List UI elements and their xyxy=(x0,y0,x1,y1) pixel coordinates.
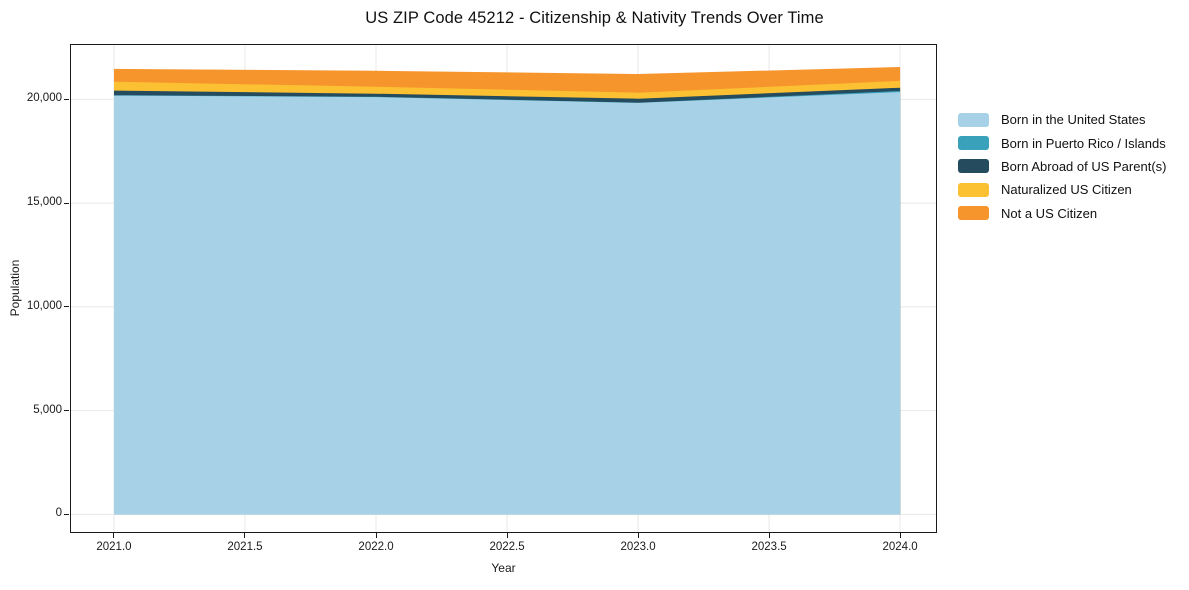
x-tick-label: 2024.0 xyxy=(882,541,918,553)
y-tick-label: 0 xyxy=(55,507,62,520)
legend-swatch-icon xyxy=(958,206,989,221)
y-tick-label: 20,000 xyxy=(26,92,62,105)
legend-label: Naturalized US Citizen xyxy=(1001,182,1132,198)
x-tick-mark xyxy=(768,533,770,538)
y-tick-mark xyxy=(64,513,69,515)
y-tick-label: 5,000 xyxy=(33,403,62,416)
y-tick-label: 15,000 xyxy=(26,196,62,209)
legend-swatch-icon xyxy=(958,159,989,174)
x-tick-mark xyxy=(113,533,115,538)
y-tick-label: 10,000 xyxy=(26,299,62,312)
x-axis-label: Year xyxy=(491,561,516,575)
area-series xyxy=(114,92,901,515)
y-axis-label: Population xyxy=(8,259,22,317)
x-tick-mark xyxy=(244,533,246,538)
stacked-area-chart xyxy=(71,45,936,532)
legend-label: Not a US Citizen xyxy=(1001,205,1098,221)
legend-item: Born Abroad of US Parent(s) xyxy=(958,155,1166,178)
y-tick-mark xyxy=(64,410,69,412)
legend-item: Not a US Citizen xyxy=(958,202,1166,225)
x-tick-label: 2022.5 xyxy=(489,541,525,553)
legend-label: Born Abroad of US Parent(s) xyxy=(1001,158,1167,174)
x-tick-label: 2023.0 xyxy=(620,541,656,553)
legend-swatch-icon xyxy=(958,112,989,127)
x-tick-mark xyxy=(375,533,377,538)
legend-item: Born in Puerto Rico / Islands xyxy=(958,131,1166,154)
x-tick-mark xyxy=(506,533,508,538)
x-tick-label: 2022.0 xyxy=(358,541,394,553)
x-tick-mark xyxy=(899,533,901,538)
x-tick-mark xyxy=(637,533,639,538)
y-tick-mark xyxy=(64,98,69,100)
chart-title: US ZIP Code 45212 - Citizenship & Nativi… xyxy=(365,9,824,27)
y-tick-mark xyxy=(64,306,69,308)
x-tick-label: 2021.5 xyxy=(227,541,263,553)
legend-swatch-icon xyxy=(958,136,989,151)
legend-item: Naturalized US Citizen xyxy=(958,178,1166,201)
x-tick-label: 2023.5 xyxy=(751,541,787,553)
legend-label: Born in the United States xyxy=(1001,112,1146,128)
legend-swatch-icon xyxy=(958,182,989,197)
plot-area xyxy=(70,44,937,533)
y-tick-mark xyxy=(64,202,69,204)
x-tick-label: 2021.0 xyxy=(96,541,132,553)
legend: Born in the United States Born in Puerto … xyxy=(958,108,1166,225)
legend-item: Born in the United States xyxy=(958,108,1166,131)
legend-label: Born in Puerto Rico / Islands xyxy=(1001,135,1166,151)
